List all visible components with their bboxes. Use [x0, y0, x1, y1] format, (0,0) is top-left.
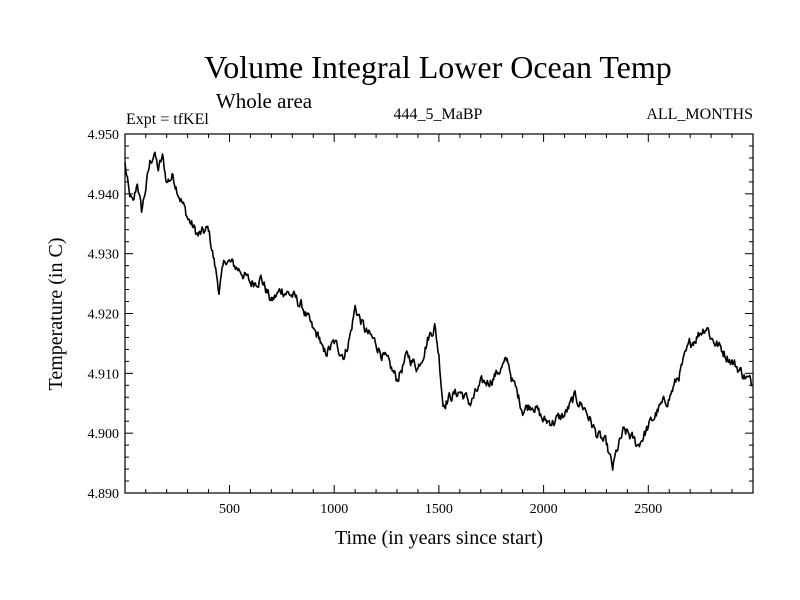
y-tick-label: 4.920	[88, 308, 120, 323]
expt-annotation: Expt = tfKEl	[126, 111, 209, 128]
plot-frame	[124, 133, 754, 494]
x-tick-label: 1500	[425, 502, 453, 517]
y-axis: 4.890 4.900 4.910 4.920 4.930 4.940 4.950	[88, 128, 753, 502]
y-tick-label: 4.950	[88, 128, 120, 143]
y-tick-label: 4.910	[88, 367, 120, 382]
y-tick-label: 4.900	[88, 427, 120, 442]
chart-title: Volume Integral Lower Ocean Temp	[204, 49, 672, 85]
x-axis: 500 1000 1500 2000 2500	[145, 134, 733, 517]
x-tick-label: 1000	[320, 502, 348, 517]
x-tick-label: 2000	[530, 502, 558, 517]
temperature-line	[124, 151, 754, 471]
y-axis-label: Temperature (in C)	[45, 238, 67, 391]
run-annotation: 444_5_MaBP	[394, 106, 483, 123]
x-tick-label: 2500	[634, 502, 662, 517]
y-tick-label: 4.940	[88, 188, 120, 203]
y-tick-label: 4.930	[88, 248, 120, 263]
months-annotation: ALL_MONTHS	[646, 106, 753, 123]
y-tick-label: 4.890	[88, 487, 120, 502]
chart-subtitle: Whole area	[216, 89, 313, 113]
x-axis-label: Time (in years since start)	[335, 527, 543, 549]
x-tick-label: 500	[219, 502, 240, 517]
